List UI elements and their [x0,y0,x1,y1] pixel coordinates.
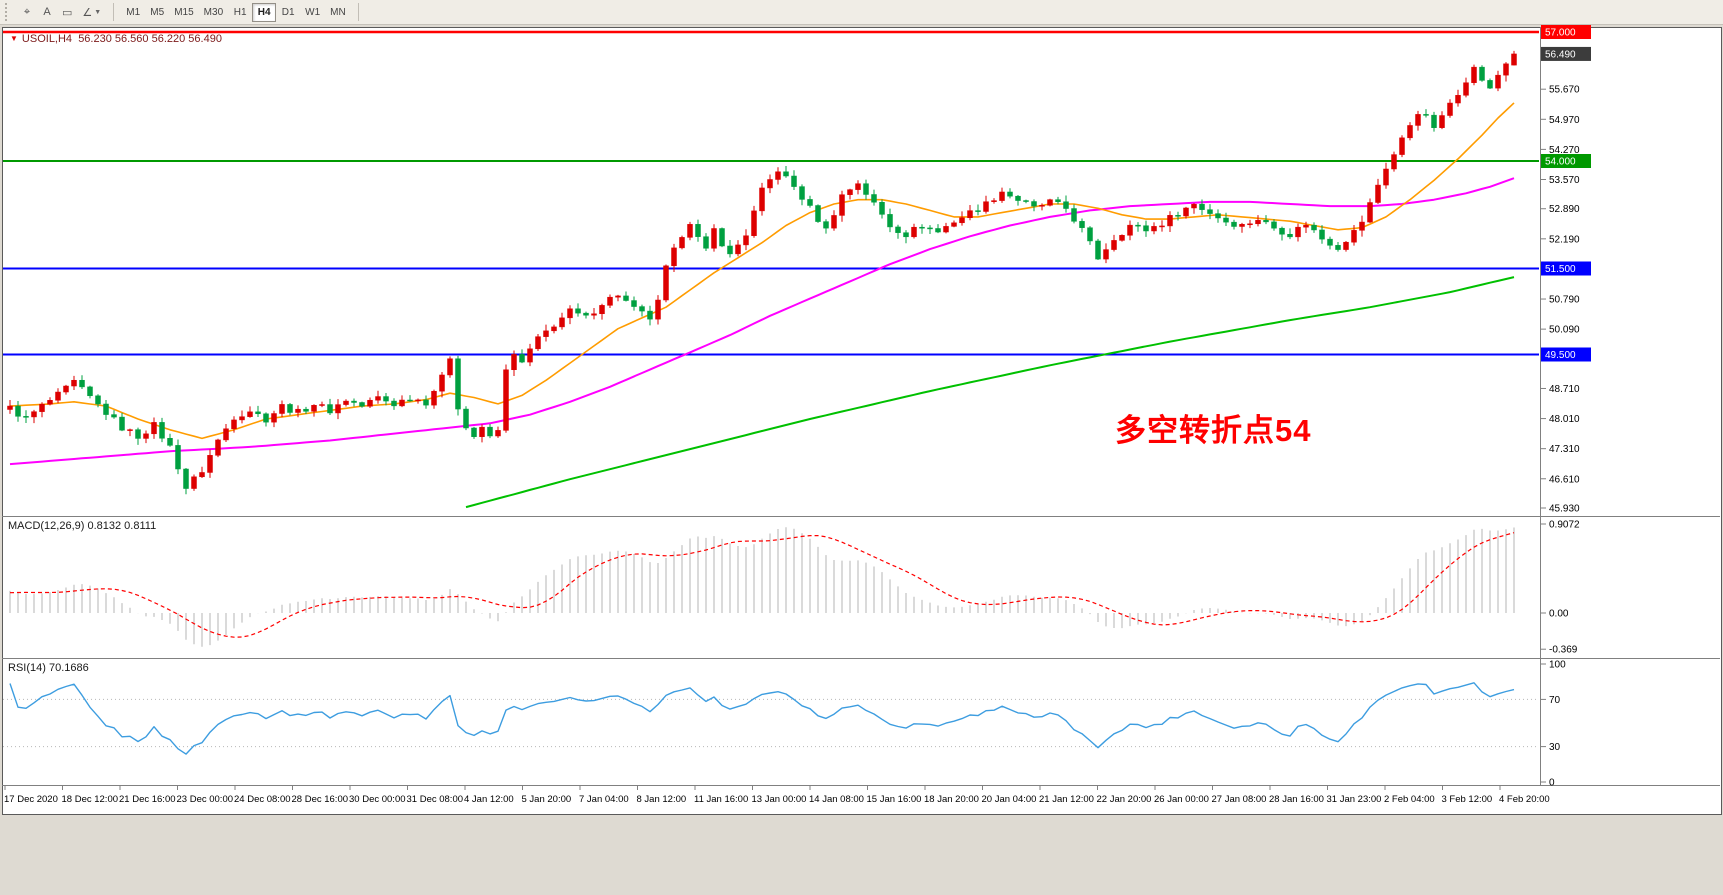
svg-text:13 Jan 00:00: 13 Jan 00:00 [752,794,807,805]
svg-text:2 Feb 04:00: 2 Feb 04:00 [1384,794,1435,805]
timeframe-m15-button[interactable]: M15 [174,6,194,18]
svg-text:26 Jan 00:00: 26 Jan 00:00 [1154,794,1209,805]
svg-text:70: 70 [1549,695,1561,706]
macd-histogram [9,527,1515,647]
svg-text:17 Dec 2020: 17 Dec 2020 [4,794,58,805]
svg-text:21 Jan 12:00: 21 Jan 12:00 [1039,794,1094,805]
timeframe-h4-button[interactable]: H4 [252,2,277,22]
svg-text:54.270: 54.270 [1549,145,1580,156]
price-line-badges: 57.000 54.000 51.500 49.500 56.490 [1541,25,1591,362]
toolbar-grip[interactable] [5,3,11,21]
svg-text:7 Jan 04:00: 7 Jan 04:00 [579,794,629,805]
time-axis[interactable]: 17 Dec 2020 18 Dec 12:00 21 Dec 16:00 23 De… [4,786,1550,805]
toolbar-separator [113,3,115,21]
rsi-line [9,682,1515,755]
svg-text:14 Jan 08:00: 14 Jan 08:00 [809,794,864,805]
svg-text:-0.369: -0.369 [1549,645,1578,656]
chart-text-annotation: 多空转折点54 [1115,413,1312,448]
text-tool-icon[interactable]: A [43,6,51,18]
timeframe-m5-button[interactable]: M5 [150,6,165,18]
svg-text:5 Jan 20:00: 5 Jan 20:00 [522,794,572,805]
svg-text:49.500: 49.500 [1545,350,1576,361]
svg-text:4 Jan 12:00: 4 Jan 12:00 [464,794,514,805]
svg-text:18 Dec 12:00: 18 Dec 12:00 [62,794,119,805]
svg-text:21 Dec 16:00: 21 Dec 16:00 [119,794,176,805]
text-label-tool-icon[interactable]: ▭ [62,6,73,19]
svg-text:55.670: 55.670 [1549,85,1580,96]
svg-text:48.010: 48.010 [1549,414,1580,425]
chevron-down-icon: ▼ [94,8,102,16]
rsi-axis[interactable]: 100 70 30 0 [1540,660,1566,789]
timeframe-m1-button[interactable]: M1 [126,6,141,18]
svg-text:0.9072: 0.9072 [1549,520,1580,531]
timeframe-button-group: M1 M5 M15 M30 H1 H4 D1 W1 MN [121,2,350,22]
svg-text:31 Dec 08:00: 31 Dec 08:00 [407,794,464,805]
svg-text:24 Dec 08:00: 24 Dec 08:00 [234,794,291,805]
svg-text:20 Jan 04:00: 20 Jan 04:00 [982,794,1037,805]
crosshair-tool-icon[interactable]: ⌖ [23,5,31,18]
timeframe-w1-button[interactable]: W1 [305,6,321,18]
toolbar-separator [357,3,359,21]
horizontal-level-lines [3,30,1539,356]
svg-text:45.930: 45.930 [1549,504,1580,515]
ma-slow-green-line [465,276,1515,509]
svg-text:50.790: 50.790 [1549,295,1580,306]
svg-text:8 Jan 12:00: 8 Jan 12:00 [637,794,687,805]
rsi-indicator-label: RSI(14) 70.1686 [8,662,89,674]
svg-text:30: 30 [1549,742,1561,753]
macd-axis[interactable]: 0.9072 0.00 -0.369 [1540,520,1580,656]
svg-text:11 Jan 16:00: 11 Jan 16:00 [694,794,748,805]
ma-fast-orange-line [9,102,1515,440]
toolbar: ⌖ A ▭ ∠ ▼ M1 M5 M15 M30 H1 H4 D1 W1 MN [0,0,1723,25]
svg-text:18 Jan 20:00: 18 Jan 20:00 [924,794,979,805]
chart-window[interactable] [2,27,1722,815]
ma-mid-magenta-line [9,177,1515,466]
svg-text:57.000: 57.000 [1545,28,1576,39]
svg-text:15 Jan 16:00: 15 Jan 16:00 [867,794,922,805]
ohlc-values: 56.230 56.560 56.220 56.490 [78,33,222,45]
svg-text:50.090: 50.090 [1549,325,1580,336]
svg-text:28 Dec 16:00: 28 Dec 16:00 [292,794,349,805]
svg-text:27 Jan 08:00: 27 Jan 08:00 [1212,794,1267,805]
svg-text:100: 100 [1549,660,1566,671]
svg-text:22 Jan 20:00: 22 Jan 20:00 [1097,794,1152,805]
timeframe-mn-button[interactable]: MN [330,6,346,18]
svg-text:54.970: 54.970 [1549,115,1580,126]
svg-text:31 Jan 23:00: 31 Jan 23:00 [1327,794,1382,805]
svg-text:0: 0 [1549,778,1555,789]
timeframe-h1-button[interactable]: H1 [233,6,247,18]
svg-text:52.190: 52.190 [1549,234,1580,245]
svg-text:47.310: 47.310 [1549,444,1580,455]
pane-separators [2,27,1720,786]
symbol-marker-icon: ▼ [10,34,18,43]
timeframe-d1-button[interactable]: D1 [281,6,295,18]
toolbar-icon-group: ⌖ A ▭ ∠ ▼ [17,3,106,22]
symbol-name: USOIL,H4 [21,33,73,45]
svg-text:52.890: 52.890 [1549,204,1580,215]
svg-text:28 Jan 16:00: 28 Jan 16:00 [1269,794,1324,805]
svg-text:4 Feb 20:00: 4 Feb 20:00 [1499,794,1550,805]
svg-text:54.000: 54.000 [1545,157,1576,168]
svg-text:56.490: 56.490 [1545,49,1576,60]
macd-signal-line [9,532,1515,638]
candlesticks [7,50,1517,495]
svg-text:53.570: 53.570 [1549,175,1580,186]
svg-text:23 Dec 00:00: 23 Dec 00:00 [177,794,234,805]
shapes-tool-icon[interactable]: ∠ ▼ [82,6,102,19]
macd-indicator-label: MACD(12,26,9) 0.8132 0.8111 [8,520,157,532]
rsi-level-lines [3,698,1539,748]
svg-text:3 Feb 12:00: 3 Feb 12:00 [1442,794,1493,805]
timeframe-m30-button[interactable]: M30 [203,6,224,18]
price-axis[interactable]: 55.670 54.970 54.270 53.570 52.890 52.190 50.7… [1540,85,1580,515]
svg-text:0.00: 0.00 [1549,609,1569,620]
svg-text:48.710: 48.710 [1549,384,1580,395]
symbol-ohlc-label: ▼ USOIL,H4 56.230 56.560 56.220 56.490 [10,33,222,45]
svg-text:30 Dec 00:00: 30 Dec 00:00 [349,794,406,805]
svg-text:51.500: 51.500 [1545,264,1576,275]
svg-text:46.610: 46.610 [1549,474,1580,485]
